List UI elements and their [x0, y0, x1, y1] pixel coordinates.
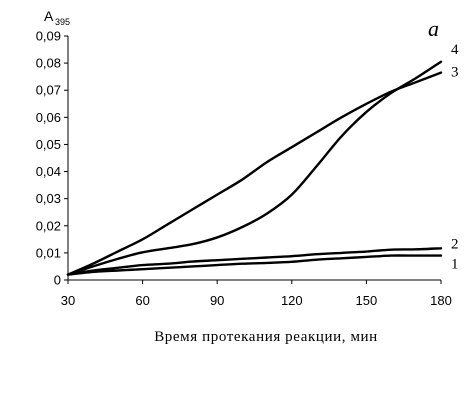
series-label-4: 4	[451, 42, 459, 58]
y-tick-label: 0,07	[36, 83, 61, 98]
y-tick-label: 0,02	[36, 218, 61, 233]
series-line-1	[66, 254, 443, 276]
series-line-3	[66, 71, 443, 276]
x-axis-title: Время протекания реакции, мин	[154, 329, 378, 345]
y-axis-title-subscript: 395	[55, 17, 70, 27]
y-tick-label: 0,05	[36, 137, 61, 152]
y-ticks: 0 0,01 0,02 0,03 0,04 0,05 0,06 0,07 0,08 0,09	[36, 29, 68, 288]
series-label-1: 1	[451, 257, 459, 273]
series-line-4	[66, 60, 443, 276]
x-tick-label: 180	[430, 293, 452, 308]
y-tick-label: 0,09	[36, 29, 61, 44]
y-tick-label: 0,06	[36, 110, 61, 125]
y-tick-label: 0,03	[36, 191, 61, 206]
x-tick-label: 120	[281, 293, 303, 308]
panel-label: a	[428, 16, 439, 41]
y-tick-label: 0,08	[36, 56, 61, 71]
series-label-2: 2	[451, 236, 459, 252]
x-tick-label: 60	[135, 293, 149, 308]
x-tick-label: 30	[61, 293, 75, 308]
y-tick-label: 0,01	[36, 245, 61, 260]
x-ticks: 30 60 90 120 150 180	[61, 280, 452, 308]
x-tick-label: 90	[210, 293, 224, 308]
y-tick-label: 0	[54, 273, 61, 288]
series-label-3: 3	[451, 65, 459, 81]
series-lines	[66, 60, 443, 276]
y-axis-title: A	[44, 8, 54, 24]
series-line-2	[66, 247, 443, 276]
x-tick-label: 150	[356, 293, 378, 308]
axes	[67, 36, 441, 281]
y-tick-label: 0,04	[36, 164, 61, 179]
series-labels: 1 2 3 4	[451, 42, 459, 273]
